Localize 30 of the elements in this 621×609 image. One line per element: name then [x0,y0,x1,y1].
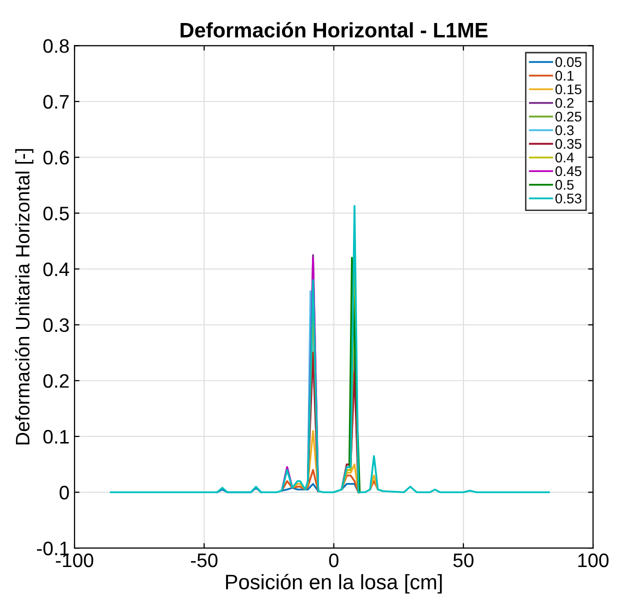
y-tick-label: 0.2 [43,374,69,388]
y-tick-label: 0.5 [43,206,69,220]
x-tick-label: 100 [578,553,609,568]
y-tick-label: 0.8 [43,39,69,53]
y-tick-label: 0.6 [43,150,69,165]
legend-label: 0.05 [555,57,582,67]
y-tick-label: -0.1 [37,542,69,556]
legend-label: 0.4 [555,152,574,162]
y-axis-title: Deformación Unitaria Horizontal [-] [15,149,34,444]
legend-label: 0.25 [555,112,582,122]
x-tick-label: -50 [190,553,218,568]
chart-title: Deformación Horizontal - L1ME [180,22,488,38]
legend-label: 0.1 [555,70,574,81]
x-axis-title: Posición en la losa [cm] [226,574,442,594]
legend-label: 0.53 [555,194,582,204]
y-tick-label: 0.3 [43,318,69,332]
y-tick-label: 0.1 [43,430,69,444]
legend-label: 0.45 [555,166,582,176]
legend-label: 0.35 [555,139,582,149]
legend-label: 0.3 [555,125,574,136]
legend-label: 0.2 [555,98,574,108]
y-tick-label: 0 [60,486,69,500]
x-tick-label: 50 [453,553,474,568]
y-tick-label: 0.7 [43,94,69,109]
y-tick-label: 0.4 [43,262,70,276]
x-tick-label: 0 [329,553,338,568]
legend-label: 0.5 [555,180,574,190]
x-tick-label: -100 [56,553,94,568]
legend-label: 0.15 [555,84,582,94]
line-series [110,204,550,494]
